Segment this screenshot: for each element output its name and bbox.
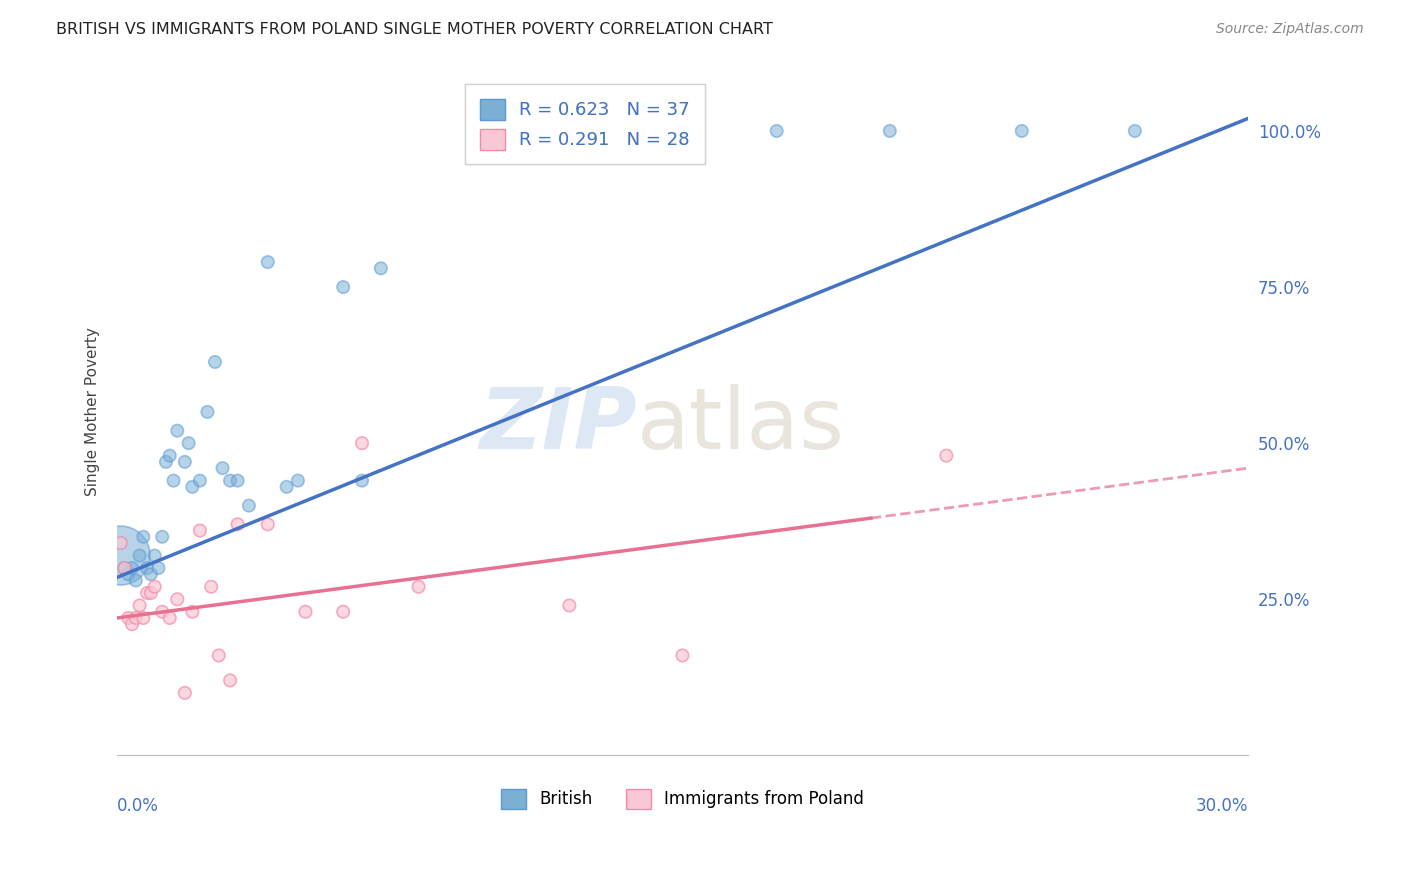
Point xyxy=(166,424,188,438)
Point xyxy=(110,536,132,550)
Point xyxy=(159,611,181,625)
Point xyxy=(148,561,170,575)
Point xyxy=(114,561,136,575)
Point xyxy=(208,648,231,663)
Point xyxy=(143,580,166,594)
Point xyxy=(200,580,222,594)
Point xyxy=(1011,124,1033,138)
Point xyxy=(765,124,787,138)
Point xyxy=(150,605,173,619)
Point xyxy=(1123,124,1146,138)
Point xyxy=(121,617,143,632)
Text: atlas: atlas xyxy=(637,384,845,467)
Point xyxy=(110,549,132,563)
Point xyxy=(204,355,226,369)
Point xyxy=(181,605,204,619)
Point xyxy=(139,586,162,600)
Point xyxy=(294,605,316,619)
Point xyxy=(132,530,155,544)
Point xyxy=(370,261,392,276)
Point xyxy=(238,499,260,513)
Point xyxy=(150,530,173,544)
Point xyxy=(197,405,219,419)
Point xyxy=(121,561,143,575)
Point xyxy=(219,673,242,688)
Point xyxy=(287,474,309,488)
Point xyxy=(125,574,148,588)
Point xyxy=(136,561,159,575)
Point xyxy=(166,592,188,607)
Point xyxy=(671,124,693,138)
Point xyxy=(332,605,354,619)
Text: Source: ZipAtlas.com: Source: ZipAtlas.com xyxy=(1216,22,1364,37)
Point xyxy=(256,255,278,269)
Point xyxy=(132,611,155,625)
Point xyxy=(671,648,693,663)
Point xyxy=(558,599,581,613)
Point xyxy=(211,461,233,475)
Point xyxy=(256,517,278,532)
Text: ZIP: ZIP xyxy=(479,384,637,467)
Point xyxy=(128,549,150,563)
Point xyxy=(350,474,373,488)
Point xyxy=(188,474,211,488)
Point xyxy=(155,455,177,469)
Point xyxy=(117,567,139,582)
Point xyxy=(332,280,354,294)
Point xyxy=(408,580,430,594)
Point xyxy=(935,449,957,463)
Point xyxy=(350,436,373,450)
Point xyxy=(162,474,184,488)
Text: BRITISH VS IMMIGRANTS FROM POLAND SINGLE MOTHER POVERTY CORRELATION CHART: BRITISH VS IMMIGRANTS FROM POLAND SINGLE… xyxy=(56,22,773,37)
Point xyxy=(139,567,162,582)
Point xyxy=(117,611,139,625)
Text: 30.0%: 30.0% xyxy=(1195,797,1249,814)
Point xyxy=(219,474,242,488)
Point xyxy=(128,599,150,613)
Point xyxy=(276,480,298,494)
Point xyxy=(226,474,249,488)
Y-axis label: Single Mother Poverty: Single Mother Poverty xyxy=(86,327,100,496)
Point xyxy=(136,586,159,600)
Point xyxy=(226,517,249,532)
Point xyxy=(143,549,166,563)
Point xyxy=(181,480,204,494)
Point xyxy=(188,524,211,538)
Text: 0.0%: 0.0% xyxy=(117,797,159,814)
Point xyxy=(114,561,136,575)
Point xyxy=(159,449,181,463)
Point xyxy=(177,436,200,450)
Point xyxy=(173,455,195,469)
Legend: R = 0.623   N = 37, R = 0.291   N = 28: R = 0.623 N = 37, R = 0.291 N = 28 xyxy=(465,85,704,164)
Point xyxy=(125,611,148,625)
Point xyxy=(173,686,195,700)
Point xyxy=(879,124,901,138)
